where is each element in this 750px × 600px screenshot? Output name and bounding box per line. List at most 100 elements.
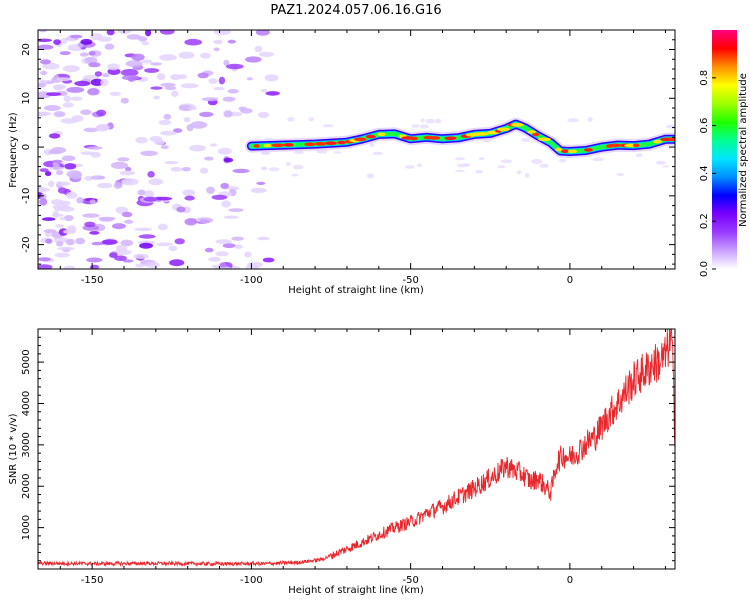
noise-blob bbox=[372, 151, 383, 156]
noise-blob bbox=[135, 136, 148, 144]
noise-blob bbox=[53, 206, 64, 212]
noise-blob bbox=[90, 175, 105, 180]
noise-blob bbox=[39, 198, 48, 206]
spectrogram-x-tick-label: -100 bbox=[240, 275, 263, 286]
noise-blob bbox=[223, 110, 233, 118]
spectrogram-ridge bbox=[244, 117, 675, 158]
spectrogram-y-tick-label: -20 bbox=[21, 236, 32, 252]
noise-blob bbox=[261, 166, 268, 171]
noise-blob bbox=[53, 236, 69, 243]
noise-blob bbox=[123, 219, 134, 224]
noise-blob bbox=[524, 173, 530, 178]
spectrogram-y-tick-label: -10 bbox=[21, 188, 32, 204]
noise-blob bbox=[50, 199, 64, 206]
ridge-hotspot bbox=[337, 140, 346, 145]
noise-blob bbox=[240, 108, 253, 114]
noise-blob bbox=[208, 256, 221, 262]
noise-blob bbox=[148, 178, 164, 186]
ridge-hotspot bbox=[510, 123, 524, 127]
noise-blob bbox=[66, 170, 82, 178]
noise-blob bbox=[84, 221, 96, 228]
noise-blob bbox=[211, 194, 228, 200]
noise-blob bbox=[127, 77, 135, 82]
ridge-hotspot bbox=[555, 147, 563, 152]
noise-blob bbox=[63, 95, 72, 103]
noise-blob bbox=[96, 109, 107, 117]
spectrogram-frame bbox=[37, 29, 676, 270]
noise-blob bbox=[411, 124, 420, 128]
noise-blob bbox=[53, 111, 66, 118]
colorbar-tick-label: 0.4 bbox=[699, 165, 710, 181]
noise-blob bbox=[171, 90, 179, 97]
noise-blob bbox=[98, 216, 116, 221]
noise-blob bbox=[587, 117, 593, 122]
noise-blob bbox=[199, 167, 209, 174]
noise-blob bbox=[114, 255, 127, 261]
noise-blob bbox=[206, 186, 215, 194]
noise-blob bbox=[140, 150, 158, 156]
noise-blob bbox=[99, 124, 109, 131]
noise-blob bbox=[257, 111, 270, 119]
noise-blob bbox=[147, 171, 155, 178]
noise-blob bbox=[52, 162, 60, 171]
noise-blob bbox=[75, 237, 86, 245]
snr-x-tick-label: -100 bbox=[240, 575, 263, 586]
noise-blob bbox=[43, 229, 57, 234]
noise-blob bbox=[38, 264, 53, 269]
noise-blob bbox=[120, 97, 129, 104]
noise-blob bbox=[189, 144, 206, 152]
noise-blob bbox=[125, 60, 143, 68]
noise-blob bbox=[63, 265, 75, 269]
noise-blob bbox=[184, 218, 198, 226]
ridge-hotspot bbox=[666, 137, 675, 142]
noise-blob bbox=[38, 187, 50, 192]
noise-blob bbox=[102, 73, 110, 78]
noise-blob bbox=[141, 59, 153, 64]
noise-blob bbox=[39, 168, 49, 173]
noise-blob bbox=[156, 73, 166, 81]
noise-blob bbox=[558, 158, 567, 163]
noise-blob bbox=[521, 137, 531, 142]
noise-blob bbox=[170, 74, 182, 81]
noise-blob bbox=[63, 229, 76, 234]
noise-blob bbox=[531, 159, 543, 164]
noise-blob bbox=[159, 54, 177, 61]
noise-blob bbox=[150, 62, 162, 66]
spectrogram-xlabel: Height of straight line (km) bbox=[288, 285, 424, 296]
noise-blob bbox=[197, 72, 209, 79]
noise-blob bbox=[256, 181, 266, 185]
noise-blob bbox=[475, 169, 483, 174]
noise-blob bbox=[308, 117, 315, 122]
noise-blob bbox=[80, 151, 95, 156]
noise-blob bbox=[234, 244, 243, 249]
noise-blob bbox=[215, 239, 232, 245]
ridge-hotspot bbox=[567, 149, 578, 154]
noise-blob bbox=[97, 182, 113, 189]
spectrogram-x-ticks: -150 -100 -50 0 bbox=[59, 30, 666, 286]
noise-blob bbox=[120, 239, 134, 247]
noise-blob bbox=[117, 157, 130, 162]
noise-blob bbox=[181, 167, 191, 172]
noise-blob bbox=[265, 91, 280, 96]
ridge-hotspot bbox=[653, 139, 662, 144]
noise-blob bbox=[250, 187, 267, 194]
noise-blob bbox=[56, 77, 71, 82]
noise-blob bbox=[48, 133, 61, 139]
spectrogram-x-tick-label: 0 bbox=[567, 275, 573, 286]
noise-blob bbox=[163, 113, 172, 120]
noise-blob bbox=[101, 239, 118, 245]
noise-blob bbox=[160, 145, 169, 150]
noise-blob bbox=[38, 83, 47, 88]
noise-blob bbox=[223, 59, 230, 67]
noise-blob bbox=[59, 206, 75, 212]
spectrogram-x-tick-label: -150 bbox=[81, 275, 104, 286]
noise-blob bbox=[82, 213, 100, 218]
noise-blob bbox=[66, 86, 85, 93]
spectrogram-ylabel: Frequency (Hz) bbox=[8, 112, 19, 188]
noise-blob bbox=[76, 197, 84, 204]
noise-blob bbox=[287, 116, 295, 122]
noise-blob bbox=[260, 89, 268, 93]
noise-blob bbox=[260, 151, 271, 155]
snr-y-tick-label: 3000 bbox=[21, 432, 32, 457]
